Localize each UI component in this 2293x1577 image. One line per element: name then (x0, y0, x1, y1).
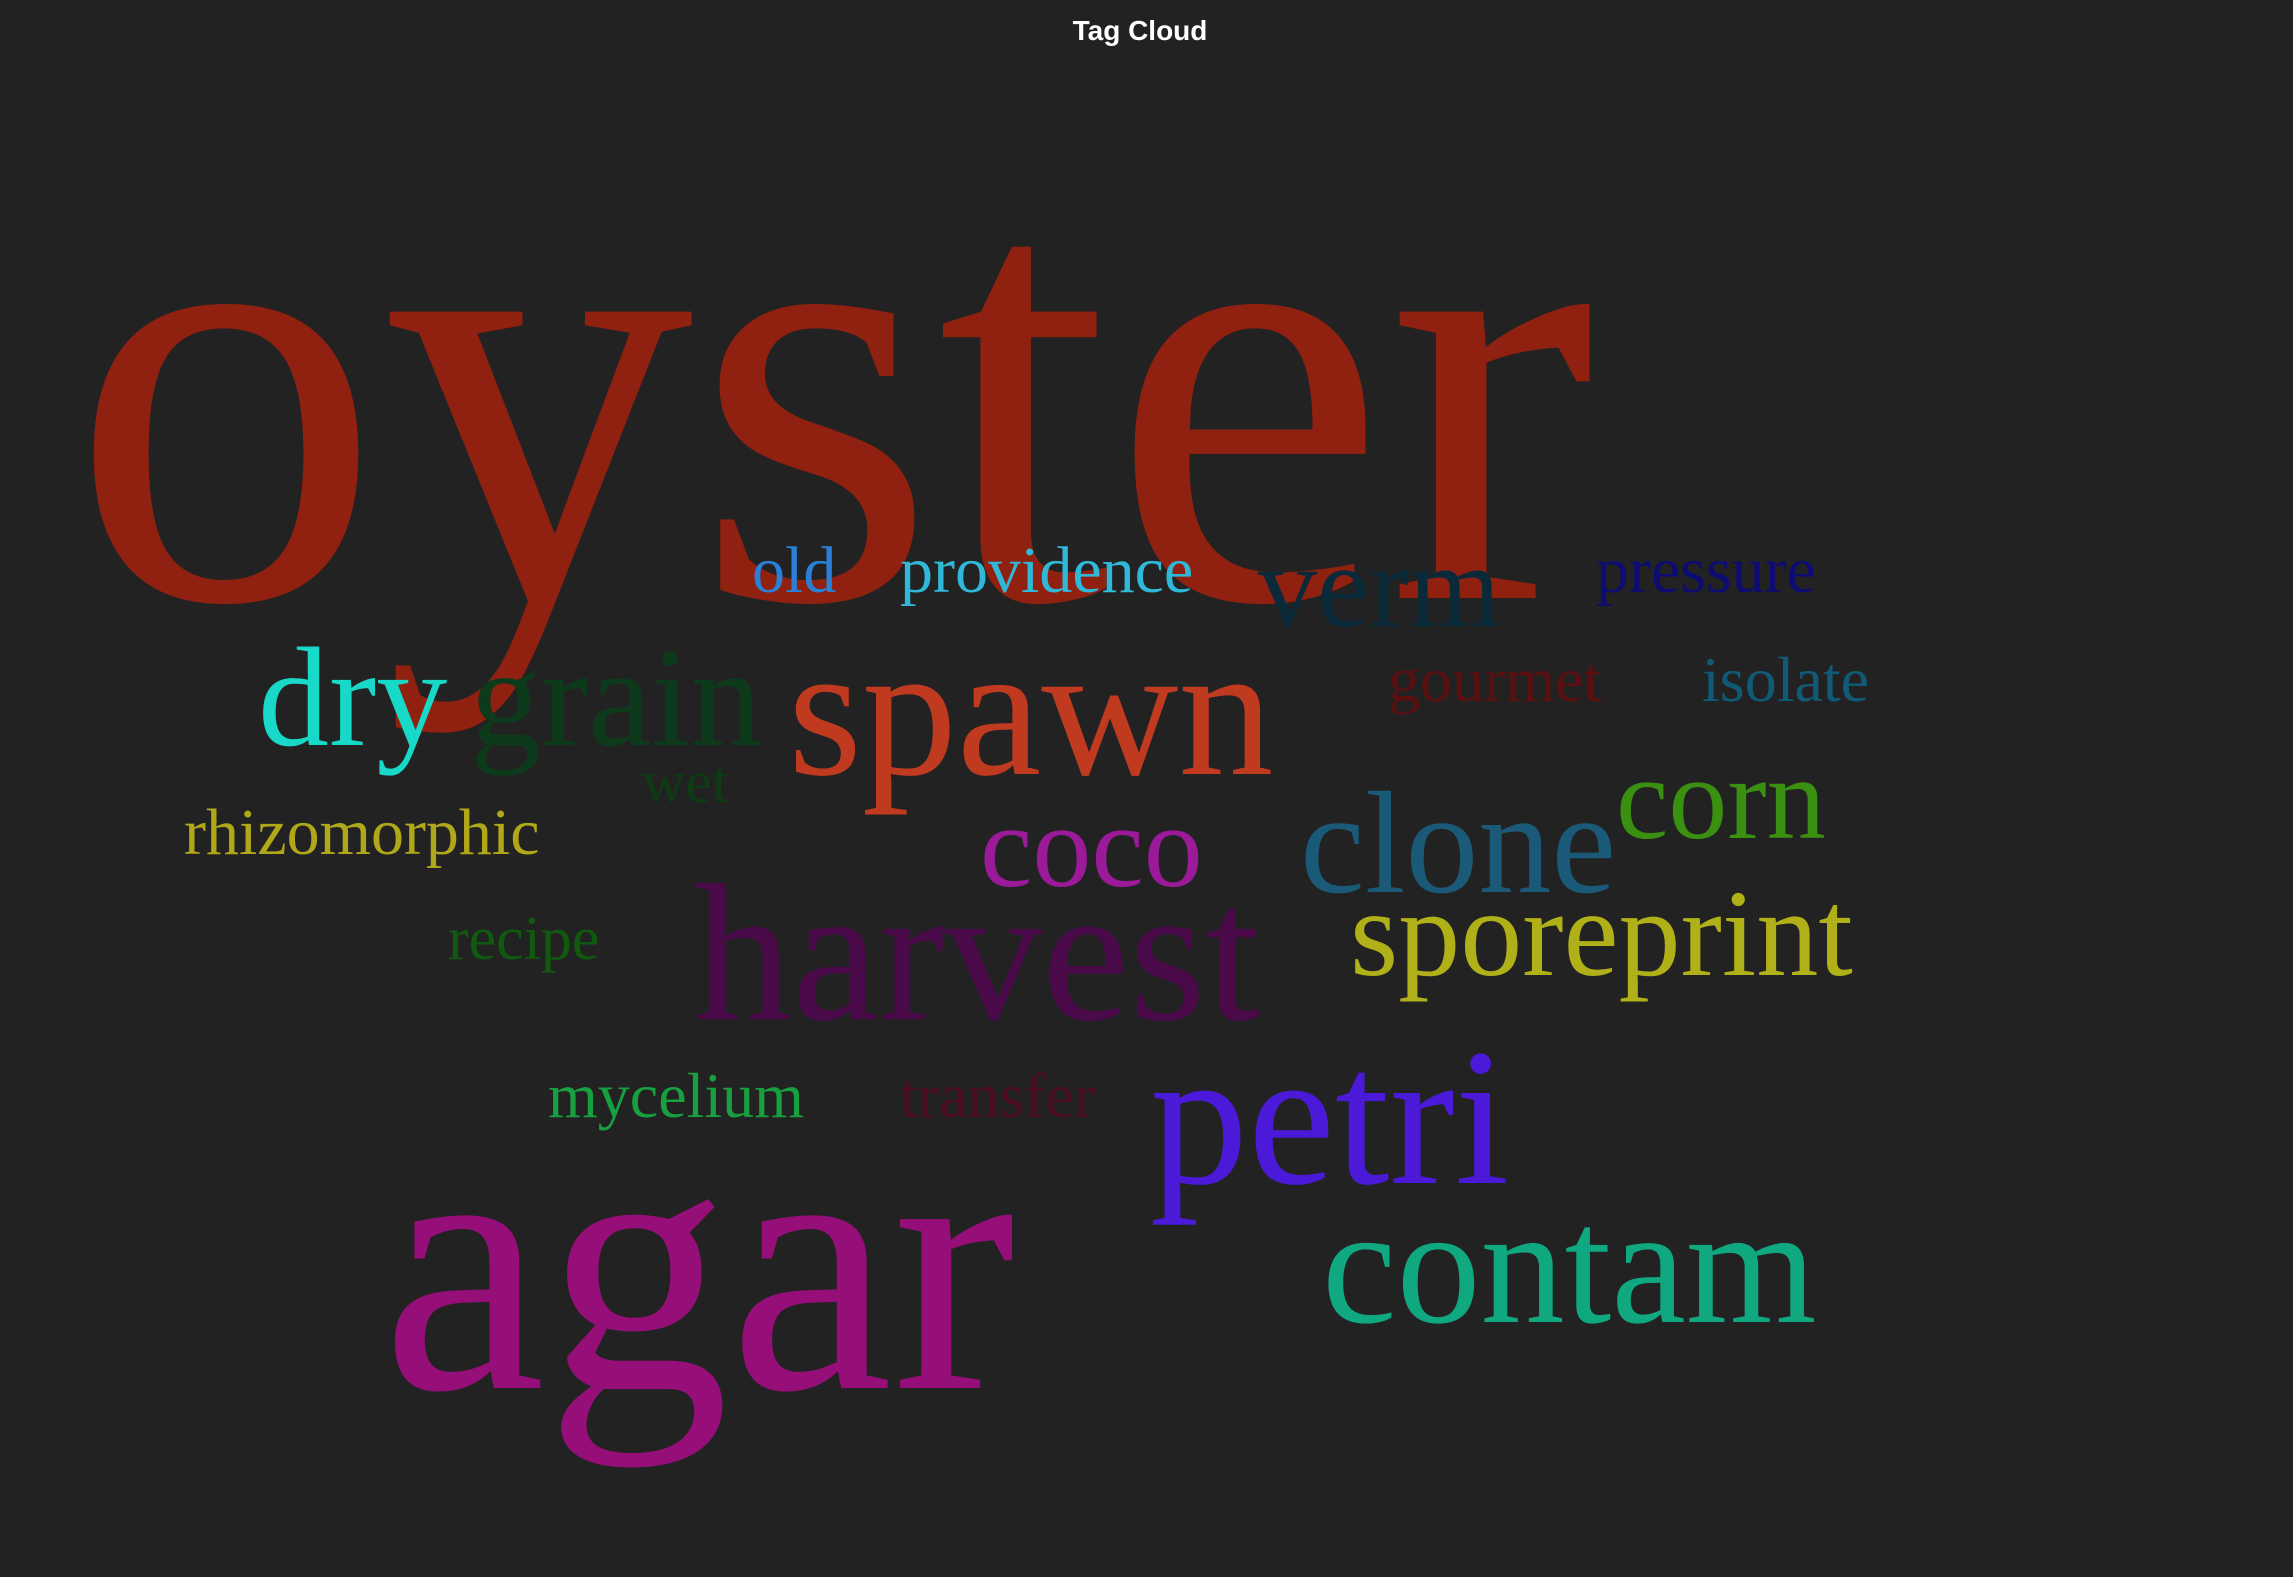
tag-transfer[interactable]: transfer (900, 1060, 1096, 1131)
tag-isolate[interactable]: isolate (1702, 644, 1870, 715)
tag-sporeprint[interactable]: sporeprint (1350, 865, 1853, 1002)
panel-title: Tag Cloud (1072, 15, 1208, 46)
tag-old[interactable]: old (752, 534, 837, 607)
tag-oyster[interactable]: oyster (70, 42, 1595, 733)
tag-grain[interactable]: grain (470, 618, 762, 776)
tag-gourmet[interactable]: gourmet (1388, 644, 1602, 715)
tag-pressure[interactable]: pressure (1596, 534, 1816, 607)
tag-mycelium[interactable]: mycelium (548, 1060, 804, 1131)
tag-recipe[interactable]: recipe (448, 905, 600, 973)
tag-verm[interactable]: verm (1258, 521, 1501, 652)
tag-contam[interactable]: contam (1322, 1173, 1817, 1359)
tag-providence[interactable]: providence (900, 534, 1194, 607)
tag-coco[interactable]: coco (980, 781, 1203, 912)
tag-petri[interactable]: petri (1150, 1009, 1510, 1226)
tag-corn[interactable]: corn (1616, 733, 1826, 864)
tag-rhizomorphic[interactable]: rhizomorphic (184, 796, 540, 869)
tag-wet[interactable]: wet (642, 749, 729, 815)
tag-harvest[interactable]: harvest (694, 845, 1260, 1062)
tag-agar[interactable]: agar (382, 1060, 1016, 1468)
tag-dry[interactable]: dry (258, 618, 448, 776)
tag-clone[interactable]: clone (1300, 762, 1617, 924)
tag-spawn[interactable]: spawn (788, 606, 1274, 816)
